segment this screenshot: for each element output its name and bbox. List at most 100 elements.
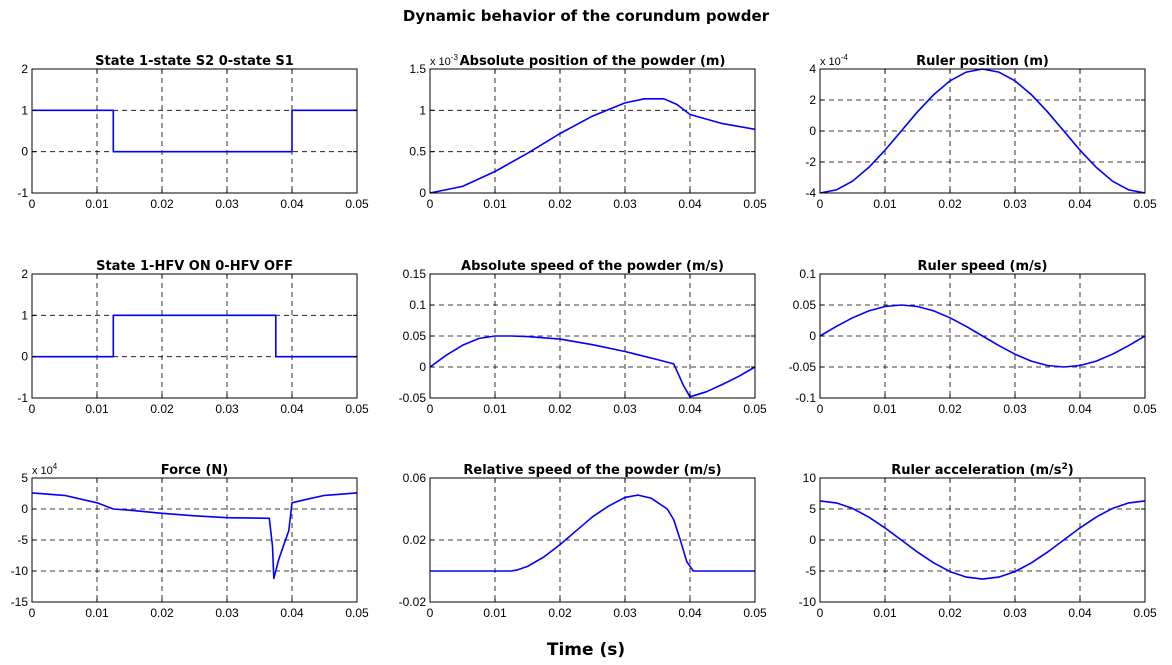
x-tick-label: 0.01 [85, 402, 109, 416]
plot-area [32, 274, 357, 398]
y-tick-label: 0.06 [403, 471, 427, 485]
y-tick-label: 0.02 [403, 533, 427, 547]
subplot-title: Absolute speed of the powder (m/s) [461, 259, 724, 274]
y-tick-label: -5 [805, 564, 816, 578]
x-tick-label: 0 [29, 606, 36, 620]
x-tick-label: 0.04 [1068, 197, 1092, 211]
y-tick-label: -1 [17, 186, 28, 200]
x-tick-label: 0.01 [483, 197, 507, 211]
y-tick-label: 0.05 [403, 329, 427, 343]
x-tick-label: 0.03 [215, 402, 239, 416]
x-tick-label: 0.03 [613, 402, 637, 416]
series-line [819, 500, 1146, 580]
y-tick-label: 0 [21, 502, 28, 516]
axes-frame [31, 68, 358, 194]
x-tick-label: 0.05 [345, 402, 369, 416]
grid [430, 478, 755, 602]
subplot-3: 0 0.01 0.02 0.03 0.04 0.05 -4 -2 0 2 4 x 10-4 Ruler … [805, 53, 1157, 211]
y-tick-label: -0.05 [789, 360, 817, 374]
x-tick-label: 0.05 [743, 402, 767, 416]
y-tick-label: -0.05 [399, 391, 427, 405]
grid [430, 274, 755, 398]
y-tick-label: 0.5 [409, 145, 426, 159]
y-tick-label: 1.5 [409, 62, 426, 76]
x-tick-label: 0.04 [1068, 402, 1092, 416]
y-tick-label: -0.02 [399, 595, 427, 609]
x-tick-label: 0.04 [678, 197, 702, 211]
x-tick-label: 0.02 [938, 197, 962, 211]
y-tick-label: 2 [21, 62, 28, 76]
x-tick-label: 0.02 [548, 197, 572, 211]
subplot-title: Ruler speed (m/s) [918, 259, 1048, 274]
y-tick-label: -0.1 [795, 391, 816, 405]
x-tick-label: 0.03 [613, 606, 637, 620]
y-tick-label: 2 [809, 93, 816, 107]
plot-area [430, 69, 755, 193]
subplot-7: 0 0.01 0.02 0.03 0.04 0.05 -15 -10 -5 0 5 x 104 Forc… [11, 462, 369, 620]
x-tick-label: 0.04 [280, 402, 304, 416]
x-tick-label: 0.01 [873, 402, 897, 416]
y-tick-label: 1 [419, 103, 426, 117]
grid [820, 478, 1145, 602]
axes-frame [429, 68, 756, 194]
series-line [430, 494, 755, 572]
y-tick-label: -10 [11, 564, 29, 578]
subplot-2: 0 0.01 0.02 0.03 0.04 0.05 0 0.5 1 1.5 x 10-3 Absol… [409, 53, 767, 211]
y-tick-label: 0.1 [409, 298, 426, 312]
y-tick-label: 5 [21, 471, 28, 485]
x-tick-label: 0.03 [215, 606, 239, 620]
axis-exponent: x 104 [32, 462, 58, 477]
x-tick-label: 0 [817, 197, 824, 211]
subplot-title: Absolute position of the powder (m) [460, 54, 726, 69]
y-tick-label: -15 [11, 595, 29, 609]
x-tick-label: 0.02 [150, 402, 174, 416]
x-tick-label: 0.03 [613, 197, 637, 211]
subplot-title: Relative speed of the powder (m/s) [463, 463, 721, 478]
subplot-9: 0 0.01 0.02 0.03 0.04 0.05 -10 -5 0 5 10 Ruler acce… [799, 462, 1157, 620]
x-tick-label: 0.01 [483, 402, 507, 416]
x-tick-label: 0.04 [280, 197, 304, 211]
x-tick-label: 0.05 [1133, 606, 1157, 620]
x-tick-label: 0.05 [345, 606, 369, 620]
y-tick-label: -5 [17, 533, 28, 547]
x-tick-label: 0.02 [150, 197, 174, 211]
x-tick-label: 0 [427, 402, 434, 416]
y-tick-label: 0.1 [799, 267, 816, 281]
plot-area [32, 69, 357, 193]
x-tick-label: 0.02 [938, 606, 962, 620]
series-line [429, 335, 756, 398]
x-tick-label: 0 [427, 197, 434, 211]
x-tick-label: 0.03 [1003, 197, 1027, 211]
subplot-title: State 1-HFV ON 0-HFV OFF [96, 259, 293, 274]
subplot-title: Ruler position (m) [916, 54, 1049, 69]
x-tick-label: 0.03 [1003, 402, 1027, 416]
y-tick-label: 0.15 [403, 267, 427, 281]
x-tick-label: 0.01 [85, 606, 109, 620]
x-tick-label: 0.05 [743, 197, 767, 211]
x-tick-label: 0.01 [873, 606, 897, 620]
y-tick-label: -2 [805, 155, 816, 169]
y-tick-label: 1 [21, 103, 28, 117]
series-line [429, 98, 756, 194]
x-tick-label: 0.05 [1133, 402, 1157, 416]
x-tick-label: 0.04 [678, 402, 702, 416]
figure-title: Dynamic behavior of the corundum powder [403, 7, 770, 25]
subplot-6: 0 0.01 0.02 0.03 0.04 0.05 -0.1 -0.05 0 0.05 0.1 Ru… [789, 259, 1157, 416]
x-tick-label: 0 [29, 197, 36, 211]
subplot-title: Ruler acceleration (m/s2) [891, 462, 1074, 478]
y-tick-label: 1 [21, 308, 28, 322]
y-tick-label: 0 [809, 533, 816, 547]
x-tick-label: 0.01 [85, 197, 109, 211]
y-tick-label: 2 [21, 267, 28, 281]
y-tick-label: 0.05 [793, 298, 817, 312]
y-tick-label: 0 [809, 124, 816, 138]
x-tick-label: 0.04 [280, 606, 304, 620]
x-tick-label: 0.04 [678, 606, 702, 620]
x-tick-label: 0 [817, 606, 824, 620]
x-tick-label: 0.02 [548, 402, 572, 416]
y-tick-label: 0 [809, 329, 816, 343]
